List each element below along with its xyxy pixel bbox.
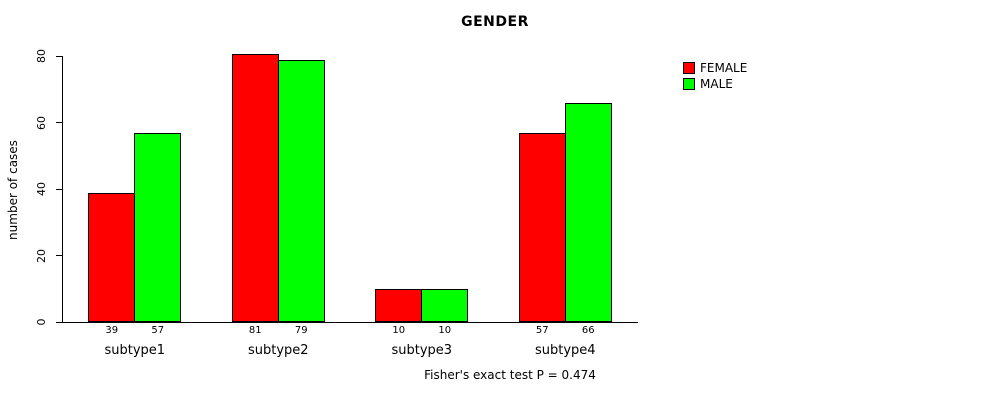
y-tick — [56, 255, 62, 256]
category-label-subtype1: subtype1 — [104, 343, 166, 358]
bar-value-label: 10 — [438, 325, 452, 336]
y-tick-label: 40 — [35, 182, 48, 196]
legend-label-female: FEMALE — [700, 61, 748, 75]
bar-male-subtype2: 79 — [277, 60, 325, 336]
legend-label-male: MALE — [700, 77, 733, 91]
legend-swatch-female — [683, 62, 695, 74]
legend-swatch-male — [683, 78, 695, 90]
legend: FEMALE MALE — [683, 61, 747, 93]
legend-item-male: MALE — [683, 77, 747, 91]
y-tick-label: 0 — [35, 318, 48, 326]
y-tick-label: 80 — [35, 49, 48, 63]
bar-value-label: 79 — [294, 325, 308, 336]
annotation-text: Fisher's exact test P = 0.474 — [424, 368, 596, 382]
category-label-subtype2: subtype2 — [247, 343, 309, 358]
category-label-subtype3: subtype3 — [391, 343, 453, 358]
legend-item-female: FEMALE — [683, 61, 747, 75]
y-tick-label: 60 — [35, 115, 48, 130]
bar-value-label: 57 — [535, 325, 549, 336]
category-label-subtype4: subtype4 — [534, 343, 596, 358]
bar-female-subtype4: 57 — [518, 133, 566, 336]
y-axis: 0 20 40 60 80 — [35, 49, 63, 326]
bar-male-subtype3: 10 — [421, 288, 469, 336]
bar-value-label: 57 — [151, 325, 165, 336]
bar-value-label: 39 — [105, 325, 119, 336]
bar-male-subtype1: 57 — [134, 133, 182, 336]
bar-group-subtype2: 81 79 subtype2 — [231, 53, 325, 358]
x-axis-line — [62, 322, 638, 323]
bar-female-subtype3: 10 — [375, 288, 423, 336]
bar-female-subtype1: 39 — [88, 192, 136, 336]
y-tick — [56, 321, 62, 323]
chart-title: GENDER — [461, 14, 529, 30]
bar-group-subtype3: 10 10 subtype3 — [375, 57, 469, 358]
y-tick — [56, 122, 62, 123]
y-tick — [56, 188, 62, 190]
bar-group-subtype4: 57 66 subtype4 — [518, 57, 612, 358]
bar-value-label: 10 — [392, 325, 406, 336]
y-tick-label: 20 — [35, 248, 48, 263]
y-axis-title: number of cases — [6, 140, 20, 240]
bar-value-label: 66 — [581, 325, 595, 336]
y-tick — [56, 55, 62, 57]
plot-area: 39 57 subtype1 81 79 subtype2 10 10 subtype3 57 66… — [63, 53, 637, 358]
bar-male-subtype4: 66 — [564, 103, 612, 336]
bar-group-subtype1: 39 57 subtype1 — [88, 57, 182, 358]
bar-value-label: 81 — [248, 325, 262, 336]
bar-female-subtype2: 81 — [231, 53, 279, 336]
